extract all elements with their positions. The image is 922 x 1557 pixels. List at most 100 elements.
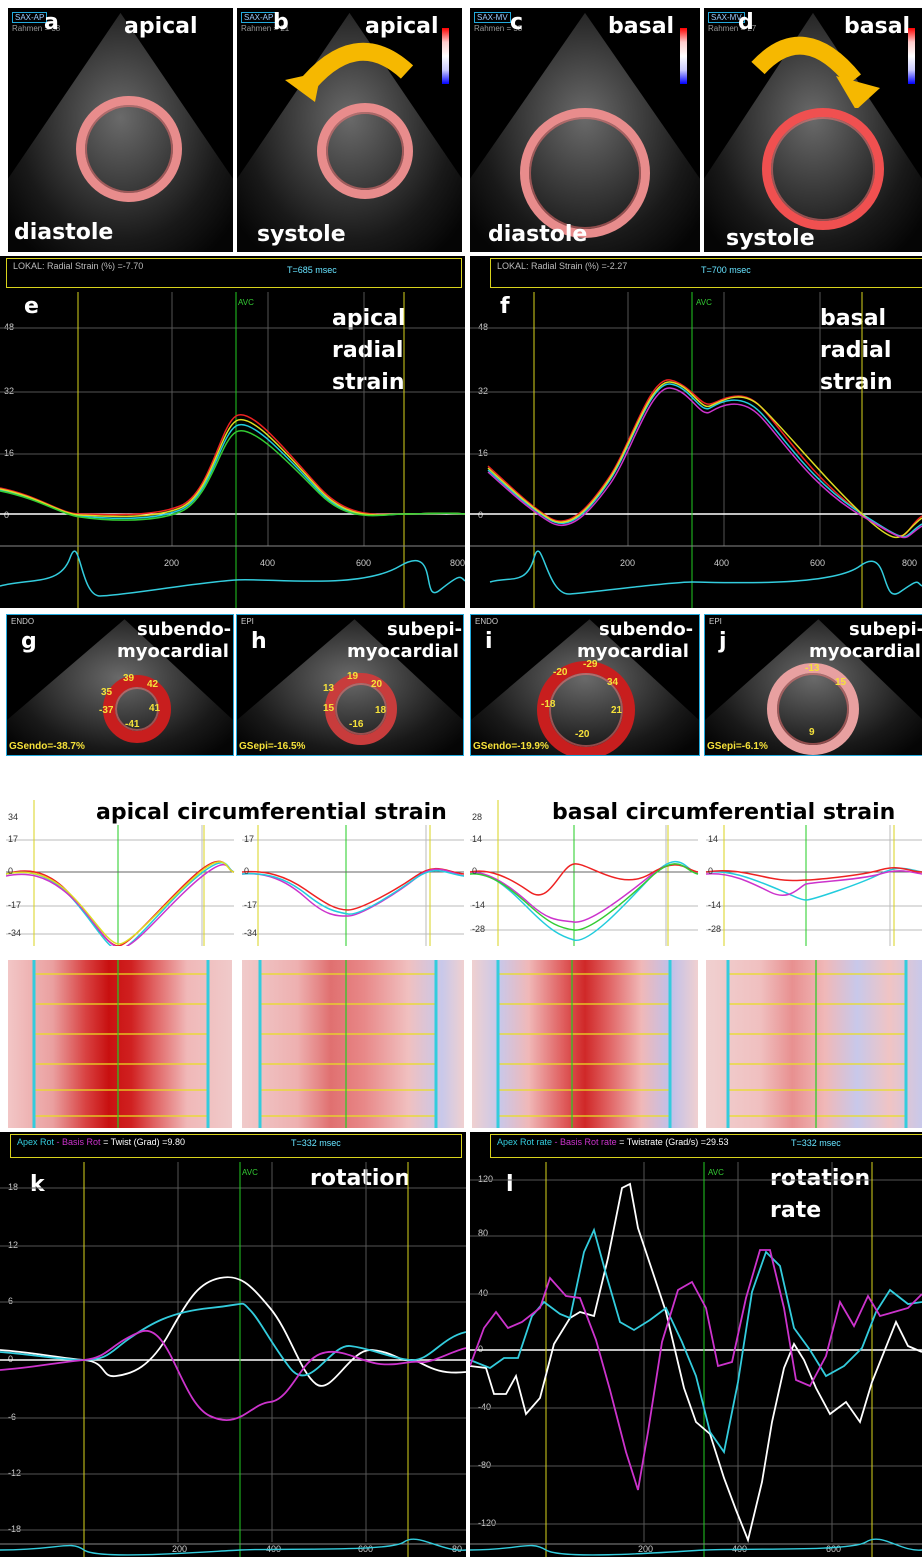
phase-label: systole <box>726 226 815 251</box>
x-tick: 400 <box>714 558 730 568</box>
panel-letter: k <box>30 1172 45 1197</box>
x-tick: 600 <box>356 558 372 568</box>
radial-strain-curves <box>0 292 465 608</box>
apical-circ-curves <box>6 760 464 946</box>
layer-title-line2: myocardial <box>809 641 921 662</box>
plot-title: rotation <box>310 1166 411 1191</box>
segment-value: -20 <box>553 667 568 678</box>
strain-value: LOKAL: Radial Strain (%) =-2.27 <box>497 261 628 271</box>
myocardium-ring <box>520 108 650 238</box>
y-tick: 16 <box>478 448 489 458</box>
twist-value: Twist (Grad) =9.80 <box>110 1137 185 1147</box>
panel-letter: a <box>44 10 59 35</box>
panel-letter: c <box>510 10 524 35</box>
panel-letter: d <box>738 10 754 35</box>
apex-rot-label: Apex Rot <box>17 1137 55 1147</box>
view-tag: SAX-MV <box>474 12 511 23</box>
echo-panel-a: SAX-AP Rahmen = 38 a apical diastole <box>8 8 233 252</box>
basis-rot-label: Basis Rot <box>62 1137 101 1147</box>
heatmap-grid <box>726 960 908 1128</box>
colorbar <box>442 28 449 84</box>
y-tick: 80 <box>478 1228 489 1238</box>
strain-value: LOKAL: Radial Strain (%) =-7.70 <box>13 261 144 271</box>
global-strain: GSepi=-16.5% <box>239 741 306 752</box>
segment-ring <box>325 673 397 745</box>
segment-value: 19 <box>347 671 359 682</box>
y-tick: 0 <box>478 510 484 520</box>
avc-marker: AVC <box>708 1168 724 1177</box>
layer-title-line2: myocardial <box>117 641 229 662</box>
y-tick: 48 <box>4 322 15 332</box>
view-tag: SAX-MV <box>708 12 745 23</box>
basal-circ-title: basal circumferential strain <box>546 800 902 825</box>
segment-value: 15 <box>835 677 847 688</box>
twistrate-value: Twistrate (Grad/s) =29.53 <box>626 1137 729 1147</box>
layer-tag: ENDO <box>11 617 35 626</box>
strain-header: LOKAL: Radial Strain (%) =-7.70 T=685 ms… <box>6 258 462 288</box>
segment-value: 13 <box>323 683 335 694</box>
heatmap-grid <box>496 960 672 1128</box>
heatmap-apical-endo <box>8 960 232 1128</box>
panel-letter: f <box>500 294 510 319</box>
heatmap-grid <box>32 960 210 1128</box>
echo-panel-b: SAX-AP Rahmen = 21 b apical systole <box>237 8 462 252</box>
frame-number: Rahmen = 38 <box>12 24 61 33</box>
y-tick: -28 <box>708 924 722 934</box>
frame-number: Rahmen = 21 <box>241 24 290 33</box>
y-tick: -6 <box>8 1412 17 1422</box>
avc-marker: AVC <box>696 298 712 307</box>
apical-circ-title: apical circumferential strain <box>90 800 453 825</box>
time-readout: T=685 msec <box>287 265 337 275</box>
layer-title-line1: subepi- <box>387 619 463 640</box>
x-tick: 200 <box>172 1544 188 1554</box>
x-tick: 800 <box>902 558 918 568</box>
y-tick: -40 <box>478 1402 492 1412</box>
y-tick: 12 <box>8 1240 19 1250</box>
segment-value: 42 <box>147 679 159 690</box>
heatmap-basal-endo <box>472 960 698 1128</box>
layer-panel-g: ENDO g subendo- myocardial 39 42 35 -37 … <box>6 614 234 756</box>
layer-panel-h: EPI h subepi- myocardial 19 20 13 15 18 … <box>236 614 464 756</box>
plot-title-line1: rotation <box>770 1166 871 1191</box>
x-tick: 80 <box>452 1544 463 1554</box>
phase-label: diastole <box>488 222 588 247</box>
y-tick: 28 <box>472 812 483 822</box>
layer-panel-i: ENDO i subendo- myocardial -20 -29 34 -1… <box>470 614 700 756</box>
plot-title-line2: rate <box>770 1198 822 1223</box>
view-tag: SAX-AP <box>12 12 48 23</box>
segment-value: 15 <box>323 703 335 714</box>
y-tick: -34 <box>8 928 22 938</box>
segment-value: 20 <box>371 679 383 690</box>
global-strain: GSendo=-19.9% <box>473 741 549 752</box>
region-label: apical <box>365 14 439 39</box>
x-tick: 600 <box>810 558 826 568</box>
panel-letter: e <box>24 294 39 319</box>
layer-title-line1: subendo- <box>137 619 232 640</box>
region-label: basal <box>608 14 675 39</box>
y-tick: -18 <box>8 1524 22 1534</box>
region-label: apical <box>124 14 198 39</box>
y-tick: -34 <box>244 928 258 938</box>
rotation-panel-k: Apex Rot - Basis Rot = Twist (Grad) =9.8… <box>0 1132 466 1557</box>
panel-letter: g <box>21 629 37 654</box>
y-tick: 17 <box>244 834 255 844</box>
rotation-rate-panel-l: Apex Rot rate - Basis Rot rate = Twistra… <box>470 1132 922 1557</box>
segment-value: -20 <box>575 729 590 740</box>
frame-number: Rahmen = 27 <box>708 24 757 33</box>
y-tick: -14 <box>708 900 722 910</box>
plot-title-line3: strain <box>820 370 893 395</box>
myocardium-ring <box>76 96 182 202</box>
phase-label: systole <box>257 222 346 247</box>
frame-number: Rahmen = 58 <box>474 24 523 33</box>
layer-title-line2: myocardial <box>577 641 689 662</box>
y-tick: 18 <box>8 1182 19 1192</box>
circ-strain-basal: basal circumferential strain 28 14 0 -14… <box>470 760 922 946</box>
y-tick: 34 <box>8 812 19 822</box>
segment-ring <box>767 663 859 755</box>
global-strain: GSendo=-38.7% <box>9 741 85 752</box>
y-tick: 14 <box>708 834 719 844</box>
y-tick: -17 <box>8 900 22 910</box>
rotation-header: Apex Rot rate - Basis Rot rate = Twistra… <box>490 1134 922 1158</box>
y-tick: 120 <box>478 1174 494 1184</box>
echo-panel-d: SAX-MV Rahmen = 27 d basal systole <box>704 8 922 252</box>
